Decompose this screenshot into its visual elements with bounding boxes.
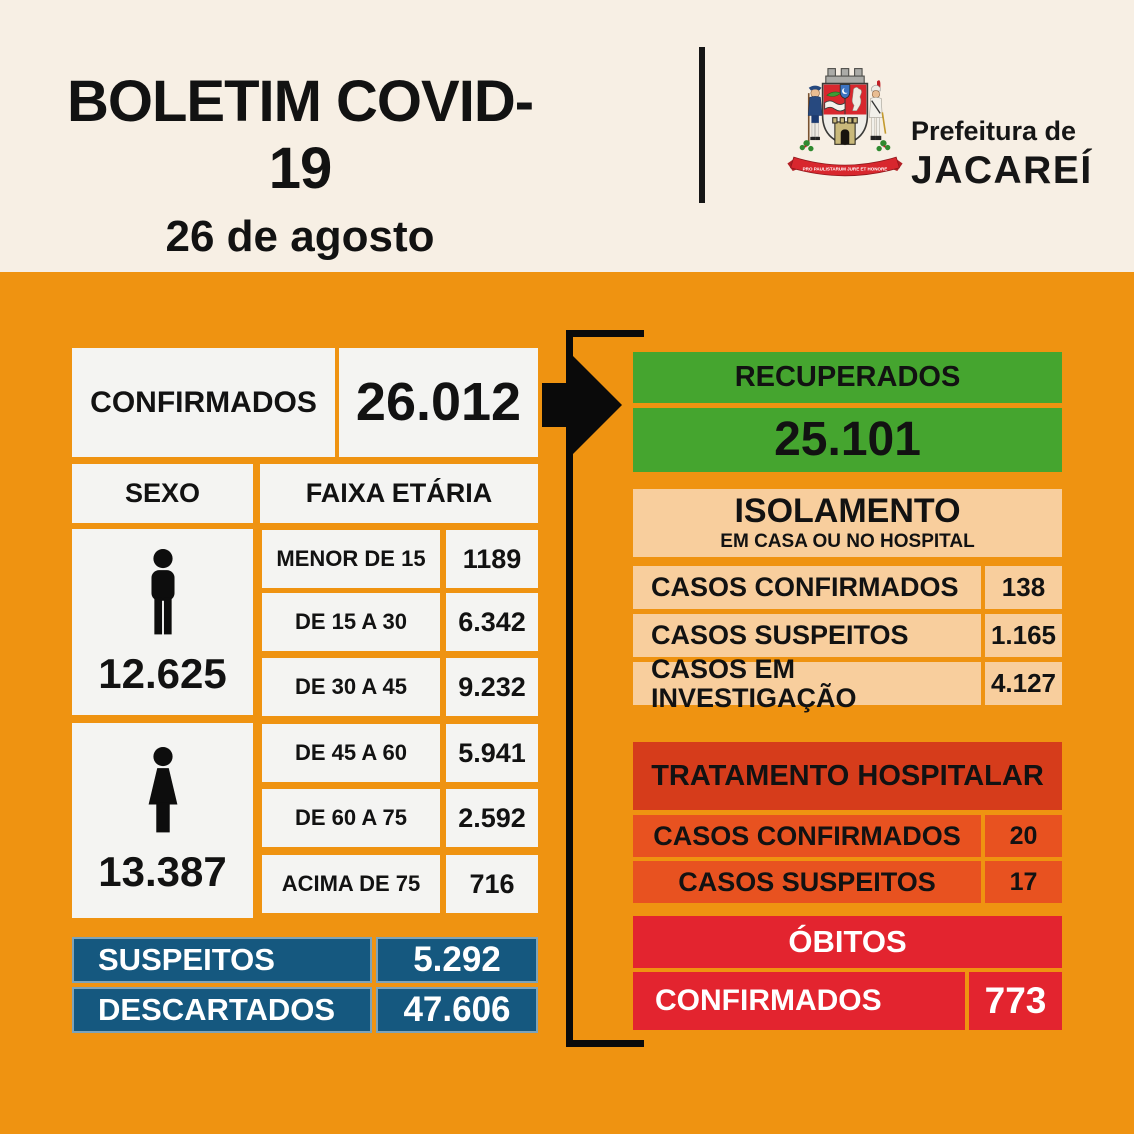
age-row-label: DE 45 A 60	[262, 724, 440, 782]
logo-text: Prefeitura de JACAREÍ	[911, 116, 1093, 193]
age-row-value: 2.592	[446, 789, 538, 847]
confirmados-label: CONFIRMADOS	[72, 348, 335, 457]
bracket-vertical-line	[566, 330, 573, 1047]
jacarei-coat-of-arms-icon: PRO PAULISTARUM JURE ET HONORE	[787, 68, 903, 177]
age-row-label: MENOR DE 15	[262, 530, 440, 588]
suspeitos-value: 5.292	[376, 937, 538, 983]
age-row-label: DE 15 A 30	[262, 593, 440, 651]
sexo-header: SEXO	[72, 464, 253, 523]
male-count: 12.625	[98, 649, 227, 697]
obitos-header: ÓBITOS	[633, 916, 1062, 968]
isolamento-row-value: 138	[985, 566, 1062, 609]
confirmados-value: 26.012	[339, 348, 538, 457]
bulletin-date: 26 de agosto	[165, 212, 435, 261]
age-row-value: 716	[446, 855, 538, 913]
left-supporter	[807, 85, 823, 145]
age-row-value: 6.342	[446, 593, 538, 651]
age-row-label: DE 30 A 45	[262, 658, 440, 716]
isolamento-row-label: CASOS SUSPEITOS	[633, 614, 981, 657]
obitos-confirmados-value: 773	[969, 972, 1062, 1030]
female-count: 13.387	[98, 848, 227, 896]
isolamento-subtitle: EM CASA OU NO HOSPITAL	[720, 530, 975, 552]
bracket-bottom-line	[566, 1040, 644, 1047]
hospitalar-row-value: 20	[985, 815, 1062, 857]
header: BOLETIM COVID-19 26 de agosto	[0, 0, 1134, 272]
tratamento-hospitalar-header: TRATAMENTO HOSPITALAR	[633, 742, 1062, 810]
arrow-right-icon	[542, 351, 622, 459]
age-row-value: 1189	[446, 530, 538, 588]
logo-city-name: JACAREÍ	[911, 149, 1093, 192]
logo-prefeitura-label: Prefeitura de	[911, 116, 1077, 146]
bracket-top-line	[566, 330, 644, 337]
age-row-value: 5.941	[446, 724, 538, 782]
isolamento-title: ISOLAMENTO	[734, 492, 961, 531]
female-icon	[148, 747, 177, 833]
right-supporter	[869, 80, 887, 141]
faixa-etaria-header: FAIXA ETÁRIA	[260, 464, 538, 523]
hospitalar-row-label: CASOS SUSPEITOS	[633, 861, 981, 903]
male-icon	[150, 548, 175, 635]
recuperados-header: RECUPERADOS	[633, 352, 1062, 403]
title-block: BOLETIM COVID-19 26 de agosto	[40, 68, 560, 262]
descartados-label: DESCARTADOS	[72, 987, 372, 1033]
age-row-label: ACIMA DE 75	[262, 855, 440, 913]
header-divider	[699, 47, 705, 203]
age-row-value: 9.232	[446, 658, 538, 716]
hospitalar-row-label: CASOS CONFIRMADOS	[633, 815, 981, 857]
isolamento-row-value: 4.127	[985, 662, 1062, 705]
obitos-confirmados-label: CONFIRMADOS	[633, 972, 965, 1030]
female-card: 13.387	[72, 723, 253, 918]
age-row-label: DE 60 A 75	[262, 789, 440, 847]
crest-motto: PRO PAULISTARUM JURE ET HONORE	[803, 166, 888, 171]
suspeitos-label: SUSPEITOS	[72, 937, 372, 983]
isolamento-row-value: 1.165	[985, 614, 1062, 657]
bulletin-title: BOLETIM COVID-19	[66, 69, 534, 201]
recuperados-value: 25.101	[633, 408, 1062, 472]
descartados-value: 47.606	[376, 987, 538, 1033]
isolamento-row-label: CASOS EM INVESTIGAÇÃO	[633, 655, 981, 712]
hospitalar-row-value: 17	[985, 861, 1062, 903]
male-card: 12.625	[72, 529, 253, 715]
isolamento-row-label: CASOS CONFIRMADOS	[633, 566, 981, 609]
isolamento-header: ISOLAMENTO EM CASA OU NO HOSPITAL	[633, 489, 1062, 557]
